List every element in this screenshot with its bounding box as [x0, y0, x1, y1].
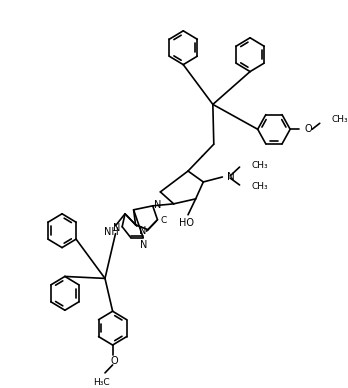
Text: NH: NH — [104, 227, 119, 237]
Text: CH₃: CH₃ — [252, 161, 269, 170]
Text: O: O — [304, 124, 312, 134]
Text: N: N — [113, 223, 120, 233]
Text: C: C — [160, 216, 166, 225]
Text: CH₃: CH₃ — [331, 115, 348, 124]
Text: CH₃: CH₃ — [252, 182, 269, 191]
Text: N: N — [140, 226, 147, 236]
Text: N: N — [227, 172, 235, 182]
Text: N: N — [141, 240, 148, 249]
Text: N: N — [154, 200, 161, 210]
Text: HO: HO — [179, 218, 193, 228]
Text: H₃C: H₃C — [93, 378, 110, 387]
Text: O: O — [111, 356, 118, 366]
